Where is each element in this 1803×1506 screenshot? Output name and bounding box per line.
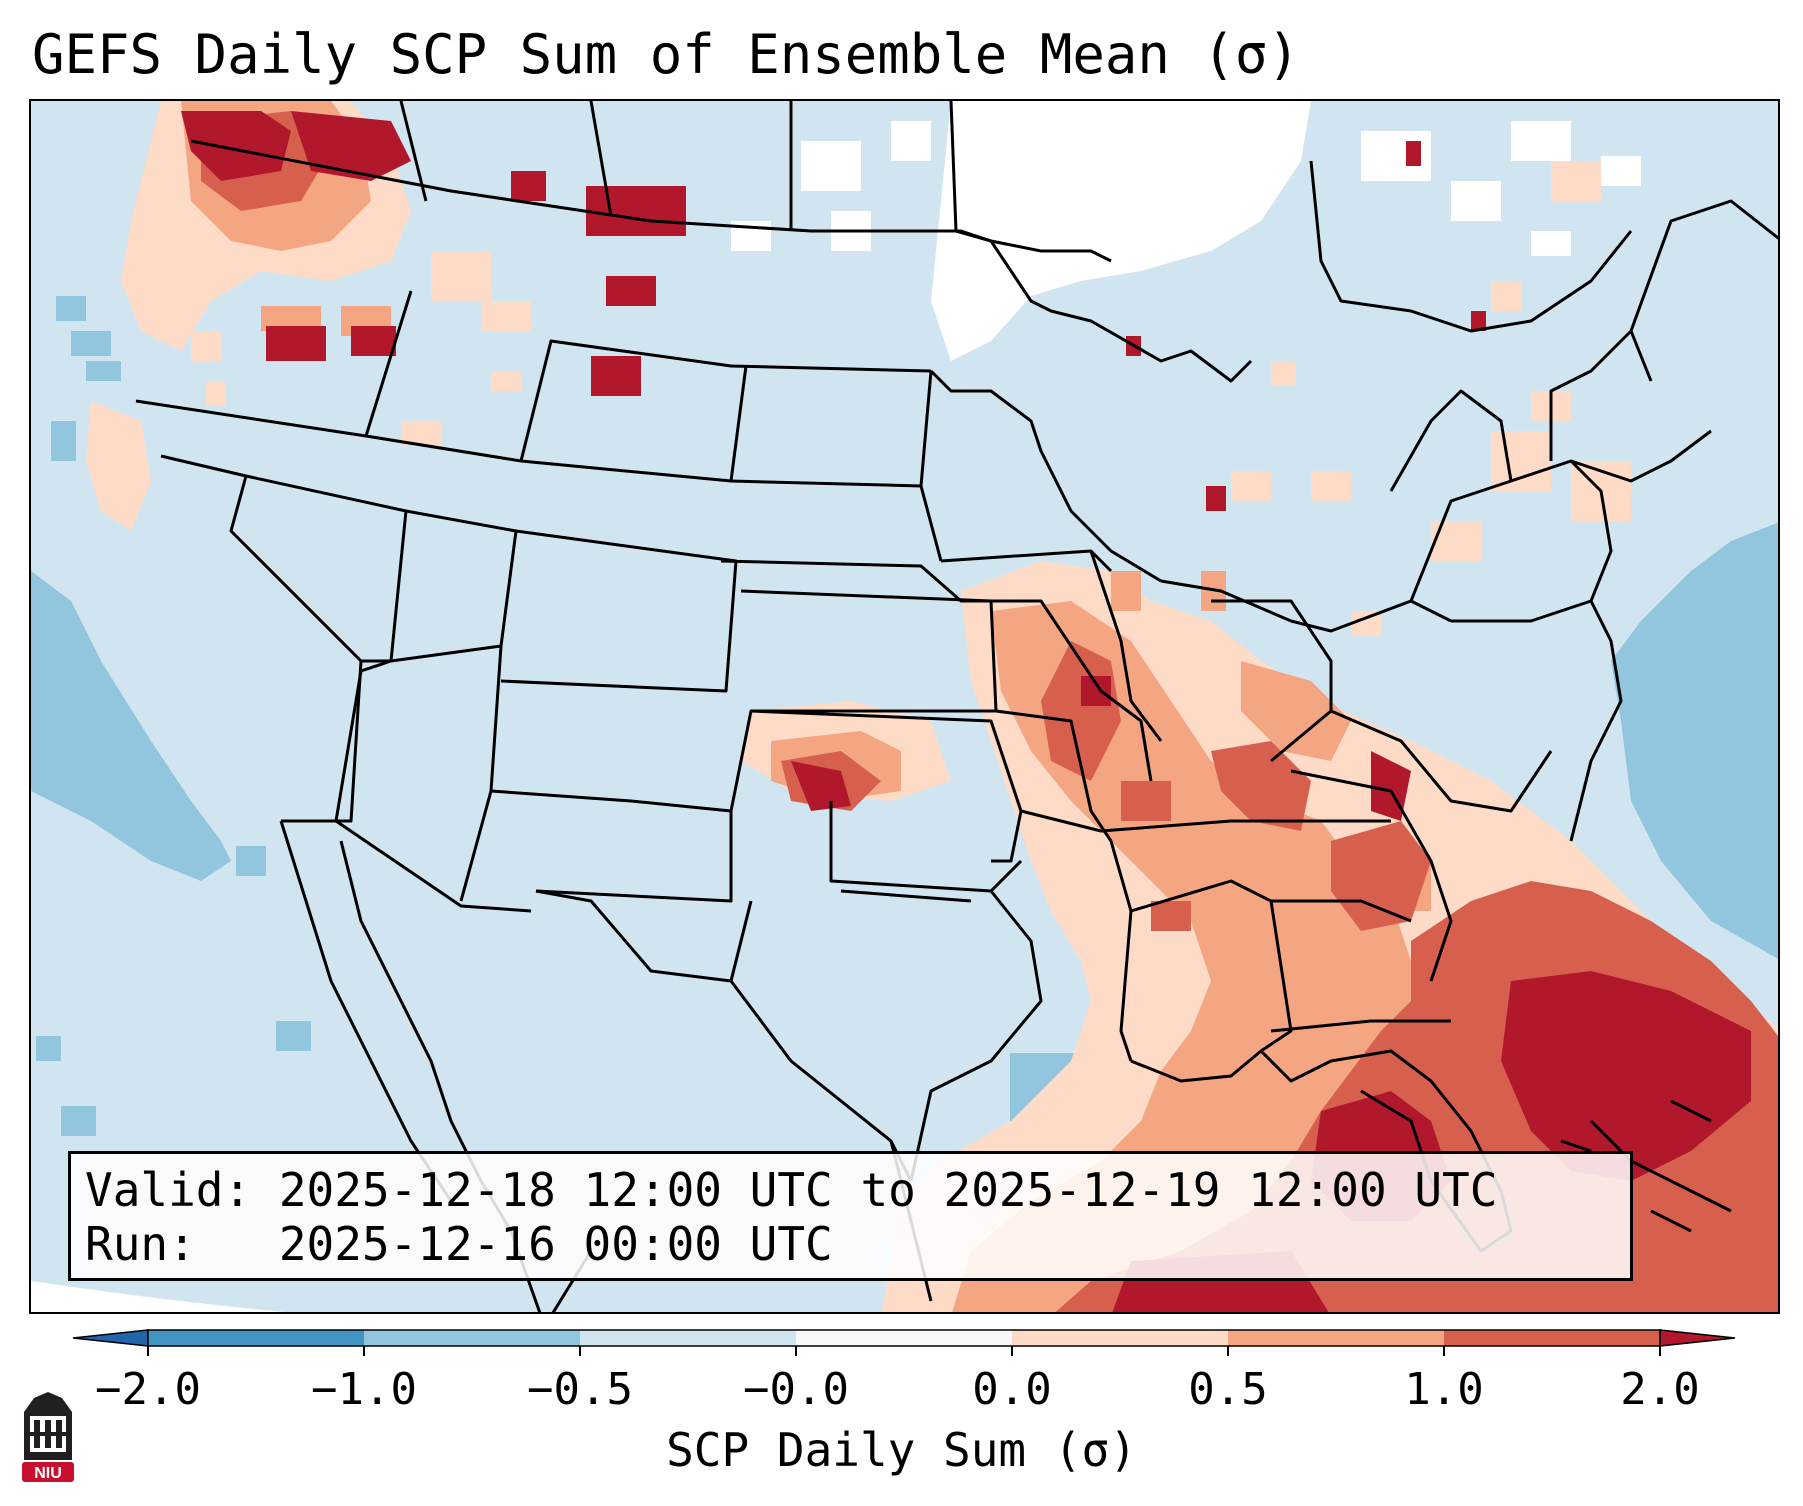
- colorbar: −2.0 −1.0 −0.5 −0.0 0.0 0.5 1.0 2.0: [72, 1329, 1736, 1410]
- colorbar-segment: [580, 1330, 797, 1346]
- colorbar-tick-label: 1.0: [1404, 1364, 1483, 1410]
- run-time-text: Run: 2025-12-16 00:00 UTC: [85, 1217, 833, 1271]
- colorbar-tick-label: 0.5: [1188, 1364, 1267, 1410]
- colorbar-over-arrow: [1659, 1329, 1736, 1347]
- colorbar-tick-label: 0.0: [972, 1364, 1051, 1410]
- colorbar-tick-label: −0.0: [743, 1364, 849, 1410]
- positive-extreme-field: [181, 111, 1751, 1312]
- colorbar-segments: [72, 1329, 1736, 1347]
- colorbar-segment: [364, 1330, 581, 1346]
- colorbar-segment: [1444, 1330, 1661, 1346]
- colorbar-frame: [147, 1329, 1661, 1347]
- colorbar-tick-label: −0.5: [527, 1364, 633, 1410]
- colorbar-segment: [148, 1330, 365, 1346]
- valid-time-text: Valid: 2025-12-18 12:00 UTC to 2025-12-1…: [85, 1163, 1498, 1217]
- colorbar-segment: [796, 1330, 1013, 1346]
- map-panel: Valid: 2025-12-18 12:00 UTC to 2025-12-1…: [29, 99, 1780, 1314]
- colorbar-ticks: −2.0 −1.0 −0.5 −0.0 0.0 0.5 1.0 2.0: [95, 1346, 1700, 1410]
- colorbar-tick-label: −2.0: [95, 1364, 201, 1410]
- logo-text: NIU: [34, 1465, 62, 1482]
- colorbar-segment: [1012, 1330, 1229, 1346]
- colorbar-tick-label: −1.0: [311, 1364, 417, 1410]
- colorbar-label: SCP Daily Sum (σ): [666, 1423, 1137, 1477]
- niu-logo: NIU: [22, 1392, 74, 1482]
- pacific-low-field: [31, 296, 311, 1136]
- map-title: GEFS Daily SCP Sum of Ensemble Mean (σ): [32, 23, 1300, 86]
- scp-map: [31, 101, 1778, 1312]
- colorbar-tick-label: 2.0: [1620, 1364, 1699, 1410]
- valid-run-info-box: Valid: 2025-12-18 12:00 UTC to 2025-12-1…: [68, 1151, 1633, 1281]
- colorbar-under-arrow: [72, 1329, 149, 1347]
- outside-domain: [31, 1281, 285, 1312]
- colorbar-segment: [1228, 1330, 1445, 1346]
